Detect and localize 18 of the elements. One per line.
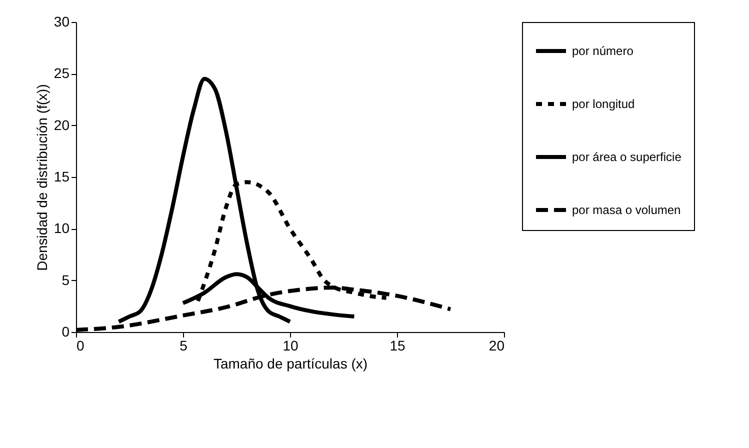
y-tick-label: 25 (54, 65, 70, 82)
y-axis-title: Densidad de distribución (f(x)) (34, 84, 50, 271)
x-tick-label: 15 (390, 338, 406, 354)
legend-label: por número (572, 44, 634, 58)
y-tick-label: 10 (54, 220, 70, 236)
x-tick-label: 10 (282, 338, 298, 354)
legend-label: por masa o volumen (572, 203, 681, 217)
y-tick-label: 15 (54, 168, 70, 184)
legend-label: por longitud (572, 97, 635, 111)
y-tick-label: 5 (62, 272, 70, 288)
x-axis-title: Tamaño de partículas (x) (213, 356, 368, 372)
x-tick-label: 20 (488, 338, 505, 354)
y-tick-label: 0 (62, 324, 70, 340)
x-tick-label: 0 (76, 338, 84, 354)
x-tick-label: 5 (180, 338, 188, 354)
legend-label: por área o superficie (572, 150, 682, 164)
y-tick-label: 30 (54, 14, 70, 30)
y-tick-label: 20 (54, 116, 70, 133)
